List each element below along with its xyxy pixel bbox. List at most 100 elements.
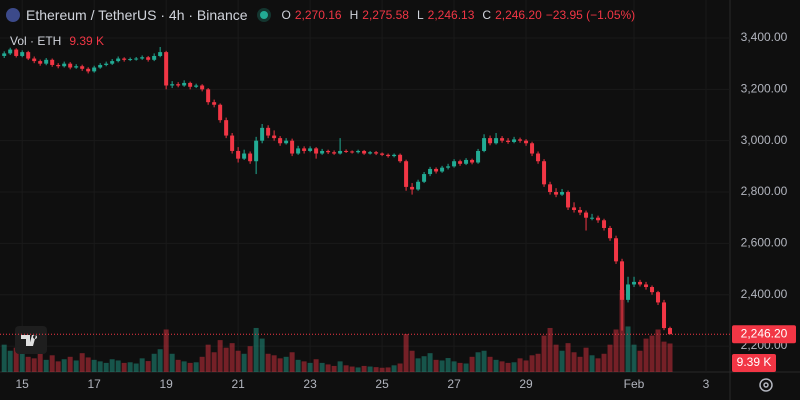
candle-body [614, 238, 619, 262]
candle-body [476, 150, 481, 163]
volume-bar [433, 359, 439, 372]
volume-bar [271, 355, 277, 372]
volume-bar [85, 357, 91, 372]
candle-body [374, 152, 379, 154]
logo-mark [21, 335, 38, 346]
volume-bar [109, 359, 115, 372]
ohlc-value: 2,246.20 [495, 8, 542, 22]
candle-body [236, 150, 241, 159]
candle-body [128, 59, 133, 61]
volume-bar [535, 353, 541, 372]
volume-bar [649, 335, 655, 372]
volume-legend: Vol · ETH 9.39 K [10, 34, 104, 48]
last-price-label: 2,246.20 [741, 326, 788, 340]
candle-body [494, 138, 499, 144]
x-tick-label: 25 [375, 377, 389, 391]
candle-body [266, 127, 271, 136]
volume-bar [481, 350, 487, 372]
candle-body [566, 192, 571, 208]
volume-bar [595, 358, 601, 372]
volume-bar [253, 327, 259, 372]
candle-body [458, 161, 463, 164]
volume-bar [391, 365, 397, 372]
volume-bar [1, 344, 7, 372]
volume-bar [13, 347, 19, 372]
ohlc-value: 2,275.58 [362, 8, 409, 22]
ohlc-value: 2,246.13 [427, 8, 475, 22]
candle-body [212, 102, 217, 105]
candles [2, 46, 673, 335]
candle-body [506, 140, 511, 142]
volume-title: Vol · ETH [10, 34, 62, 48]
volume-bar [463, 363, 469, 372]
volume-bar [49, 355, 55, 372]
candle-body [464, 159, 469, 164]
volume-bar [547, 327, 553, 372]
candle-body [446, 166, 451, 168]
volume-value: 9.39 K [69, 34, 105, 48]
candle-body [56, 64, 61, 67]
candle-body [296, 148, 301, 154]
volume-bar [91, 359, 97, 372]
x-tick-label: 29 [519, 377, 533, 391]
candle-body [302, 148, 307, 151]
volume-bar [511, 362, 517, 372]
candle-body [80, 66, 85, 69]
volume-bar [205, 344, 211, 372]
volume-bar [67, 356, 73, 372]
volume-bar [301, 361, 307, 372]
candle-body [224, 120, 229, 136]
tv-logo[interactable] [15, 326, 47, 354]
volume-bar [163, 329, 169, 372]
volume-bar [121, 362, 127, 372]
volume-bar [187, 362, 193, 372]
volume-bar [331, 365, 337, 372]
volume-bar [379, 367, 385, 372]
candle-body [608, 227, 613, 239]
candle-body [392, 154, 397, 157]
candle-body [314, 148, 319, 154]
volume-bar [19, 352, 25, 372]
volume-bar [421, 356, 427, 372]
candle-body [440, 167, 445, 172]
candle-body [158, 52, 163, 56]
candle-body [404, 161, 409, 187]
volume-bar [397, 363, 403, 372]
volume-bar [499, 361, 505, 372]
volume-bar [403, 334, 409, 372]
volume-bar [625, 326, 631, 372]
x-tick-label: 15 [16, 377, 30, 391]
candle-body [206, 89, 211, 103]
volume-bar [451, 361, 457, 372]
volume-bar [613, 329, 619, 372]
candle-body [482, 138, 487, 151]
candle-body [32, 58, 37, 62]
candle-body [338, 150, 343, 154]
candle-body [590, 217, 595, 219]
volume-bar [343, 365, 349, 372]
volume-bar [181, 361, 187, 372]
candle-body [140, 57, 145, 59]
volume-bar [409, 350, 415, 372]
candle-body [398, 154, 403, 162]
candle-body [572, 207, 577, 211]
candle-body [536, 153, 541, 162]
volume-bar [661, 341, 667, 372]
candle-body [380, 153, 385, 155]
candle-body [2, 53, 7, 56]
candle-body [326, 150, 331, 153]
candle-body [524, 140, 529, 144]
x-tick-label: 19 [159, 377, 173, 391]
ohlc-key: L [416, 8, 424, 22]
candle-body [452, 161, 457, 167]
volume-bar [157, 349, 163, 372]
settings-icon[interactable] [759, 378, 773, 392]
candle-body [92, 67, 97, 72]
volume-bar [655, 329, 661, 372]
x-tick-label: Feb [624, 377, 645, 391]
volume-bar [337, 361, 343, 372]
candle-body [38, 61, 43, 64]
candle-body [152, 55, 157, 60]
